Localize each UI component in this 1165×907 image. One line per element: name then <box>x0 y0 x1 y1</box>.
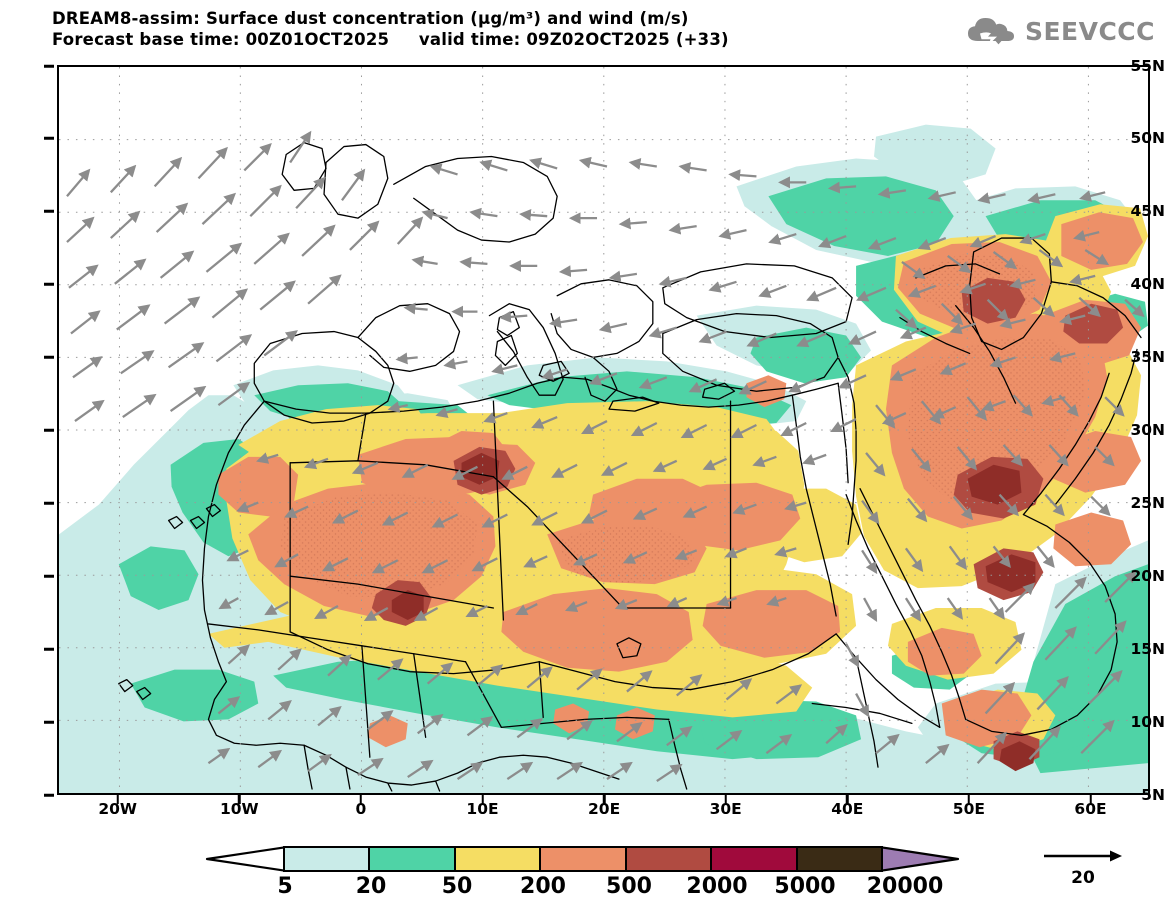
y-tick-label: 30N <box>1130 421 1165 439</box>
x-tick-label: 10W <box>219 800 259 818</box>
y-tick-label: 35N <box>1130 348 1165 366</box>
title-block: DREAM8-assim: Surface dust concentration… <box>52 8 952 50</box>
cloud-wind-icon <box>967 18 1014 45</box>
y-tick-label: 25N <box>1130 494 1165 512</box>
colorbar-legend[interactable]: 5 20 50 200 500 2000 5000 20000 <box>205 846 960 899</box>
wind-reference-legend: 20 <box>1042 848 1152 888</box>
x-tick-label: 10E <box>466 800 499 818</box>
colorbar-band-2000-5000 <box>712 848 798 870</box>
colorbar-bands <box>283 846 883 872</box>
y-tick-label: 50N <box>1130 129 1165 147</box>
x-tick-label: 30E <box>709 800 742 818</box>
x-tick-label: 60E <box>1074 800 1107 818</box>
colorbar-tick-label: 50 <box>441 874 473 899</box>
colorbar-tick-label: 5000 <box>774 874 836 899</box>
colorbar-band-5000-20000 <box>797 848 881 870</box>
colorbar-band-20-50 <box>370 848 456 870</box>
colorbar-tick-label: 20000 <box>866 874 944 899</box>
x-tick-label: 0 <box>355 800 367 818</box>
colorbar-band-500-2000 <box>626 848 713 870</box>
y-tick-label: 15N <box>1130 640 1165 658</box>
dust-concentration-map <box>59 67 1148 793</box>
forecast-time-subtitle: Forecast base time: 00Z01OCT2025 valid t… <box>52 30 729 49</box>
y-tick-label: 10N <box>1130 713 1165 731</box>
colorbar-band-50-200 <box>455 848 542 870</box>
wind-vector-field <box>66 130 1145 783</box>
colorbar-tick-label: 2000 <box>686 874 748 899</box>
colorbar-band-200-500 <box>541 848 627 870</box>
wind-reference-value: 20 <box>1071 868 1095 888</box>
x-tick-label: 20W <box>98 800 138 818</box>
y-tick-label: 40N <box>1130 275 1165 293</box>
colorbar-tick-label: 20 <box>355 874 387 899</box>
y-tick-label: 45N <box>1130 202 1165 220</box>
x-tick-label: 50E <box>952 800 985 818</box>
coastlines-and-borders <box>118 141 1142 792</box>
colorbar-tick-label: 200 <box>520 874 566 899</box>
page-title: DREAM8-assim: Surface dust concentration… <box>52 9 689 28</box>
y-tick-label: 5N <box>1141 786 1165 804</box>
colorbar-band-5-20 <box>285 848 371 870</box>
seevccc-logo: SEEVCCC <box>964 14 1155 48</box>
map-plot-area[interactable] <box>57 65 1150 795</box>
y-tick-label: 20N <box>1130 567 1165 585</box>
y-tick-label: 55N <box>1130 57 1165 75</box>
colorbar-tick-label: 5 <box>277 874 293 899</box>
logo-text: SEEVCCC <box>1024 16 1155 46</box>
arrow-right-icon <box>1044 850 1122 862</box>
colorbar-tick-label: 500 <box>606 874 652 899</box>
x-tick-label: 40E <box>831 800 864 818</box>
x-tick-label: 20E <box>588 800 621 818</box>
